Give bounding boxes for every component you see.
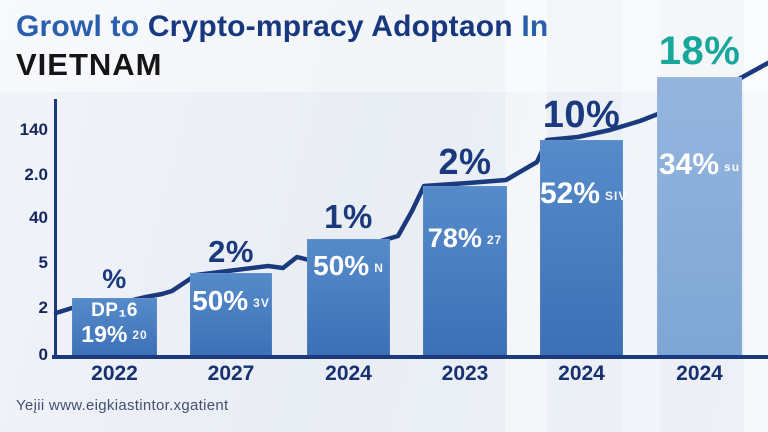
bar-2022: % DP₁6 19% 20 — [72, 264, 157, 358]
y-axis-tick: 5 — [38, 253, 48, 272]
bar-value-label: 52% — [540, 177, 601, 210]
x-axis-label: 2023 — [441, 362, 489, 385]
bar-value-block: 34% su — [657, 77, 742, 183]
bar-value-block: DP₁6 19% 20 — [72, 298, 157, 347]
bar-growth-label: % — [102, 264, 127, 294]
title-suffix: In — [521, 10, 549, 43]
bar-growth-label: 10% — [542, 94, 621, 136]
x-axis-label: 2024 — [325, 362, 372, 385]
bar-value-suffix: 3V — [253, 296, 270, 310]
chart-title-line2: VIETNAM — [16, 47, 163, 82]
bar-value-label: 78% — [427, 223, 482, 253]
bar-growth-label: 1% — [324, 198, 373, 235]
bar-2023: 2% 78% 27 — [423, 141, 507, 358]
y-axis-tick: 140 — [19, 120, 48, 139]
bar-value-suffix: 20 — [132, 328, 148, 342]
source-watermark: Yeįii www.eigkiastintor.xgatient — [16, 397, 229, 414]
bar-growth-label: 18% — [658, 29, 741, 73]
bar-value-label: 50% — [313, 250, 370, 281]
bar-value-suffix: SIV — [605, 189, 628, 203]
bar-value-block: 52% SIV — [540, 140, 626, 212]
x-axis-label: 2024 — [558, 362, 605, 385]
bar-extra-label: DP₁6 — [91, 300, 138, 321]
chart-title-line1: Growl to Crypto-mpracy Adoptaon In — [16, 8, 548, 46]
title-prefix: Growl to — [16, 10, 140, 43]
bar-value-suffix: su — [724, 160, 741, 174]
chart-title: Growl to Crypto-mpracy Adoptaon In VIETN… — [16, 8, 548, 84]
bar-growth-label: 2% — [438, 141, 492, 182]
bar-value-block: 50% 3V — [190, 273, 272, 317]
x-axis-label: 2027 — [207, 362, 255, 385]
y-axis-tick: 2 — [38, 298, 48, 317]
y-axis-tick: 0 — [38, 345, 48, 364]
bar-value-label: 50% — [192, 285, 249, 316]
bar-value-label: 19% — [81, 321, 128, 347]
bar-2024-a: 1% 50% N — [307, 198, 390, 358]
bar-2024-c: 18% 34% su — [657, 29, 742, 358]
bar-2027: 2% 50% 3V — [190, 234, 272, 358]
bar-value-suffix: N — [374, 261, 384, 275]
y-axis-line — [54, 99, 57, 359]
title-main: Crypto-mpracy Adoptaon — [147, 10, 513, 43]
bar-2024-b: 10% 52% SIV — [540, 94, 626, 358]
x-axis-label: 2022 — [91, 362, 138, 385]
bar-value-suffix: 27 — [486, 233, 503, 247]
y-axis-tick: 40 — [29, 208, 48, 227]
bar-value-label: 34% — [658, 148, 720, 181]
x-axis-label: 2024 — [676, 362, 723, 385]
bar-growth-label: 2% — [208, 234, 254, 269]
x-axis-line — [52, 355, 768, 359]
y-axis-tick: 2.0 — [24, 165, 48, 184]
bar-value-block: 50% N — [307, 239, 390, 282]
bar-value-block: 78% 27 — [423, 186, 507, 254]
